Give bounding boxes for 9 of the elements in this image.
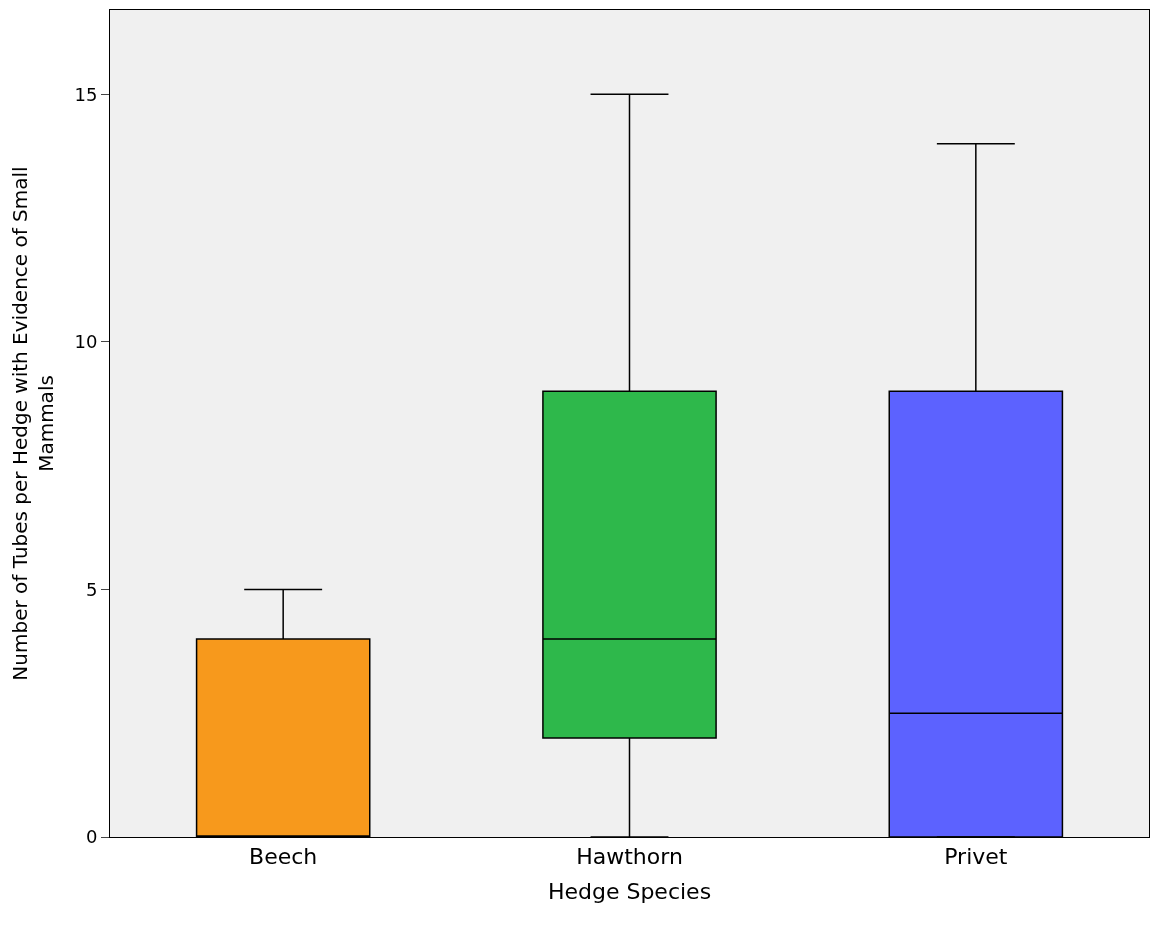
y-axis-title: Number of Tubes per Hedge with Evidence of Small Mammals xyxy=(7,166,58,681)
y-tick-label: 5 xyxy=(85,578,98,600)
x-axis-title: Hedge Species xyxy=(547,879,712,905)
y-tick-label: 0 xyxy=(85,826,98,848)
y-tick-label: 10 xyxy=(74,331,98,353)
x-tick-label: Beech xyxy=(249,844,318,870)
y-tick-label: 15 xyxy=(74,83,98,105)
x-tick-label: Hawthorn xyxy=(576,844,683,870)
x-tick-label: Privet xyxy=(944,844,1008,870)
